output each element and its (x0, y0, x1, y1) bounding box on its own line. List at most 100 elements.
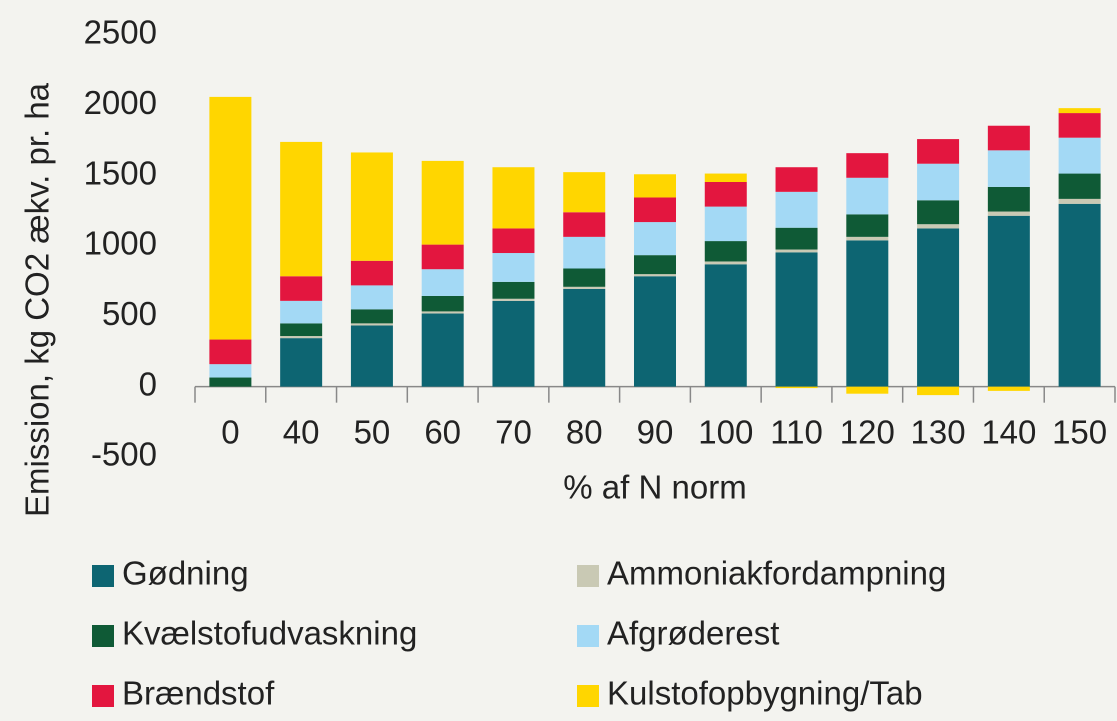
bar-segment (492, 253, 535, 282)
bar-segment (492, 228, 535, 254)
y-tick-label: 1000 (84, 225, 157, 262)
bar-segment (563, 212, 606, 237)
legend-swatch (577, 685, 599, 707)
bar-segment (987, 150, 1030, 187)
x-tick-label: 80 (566, 414, 603, 451)
bar-segment (350, 323, 393, 326)
bar-segment (846, 236, 889, 241)
y-tick-label: 0 (139, 365, 157, 402)
y-tick-label: -500 (91, 436, 157, 473)
bar-segment (1058, 198, 1101, 204)
legend-swatch (577, 565, 599, 587)
bar-segment (350, 285, 393, 310)
bar-segment (634, 255, 676, 275)
x-tick-label: 40 (283, 414, 320, 451)
bar-segment (987, 125, 1030, 151)
bar-segment (917, 228, 960, 387)
legend-label: Brændstof (122, 675, 275, 712)
bar-segment (350, 309, 393, 324)
bar-segment (421, 269, 464, 296)
bar-segment (775, 167, 818, 192)
y-tick-label: 2000 (84, 84, 157, 121)
bar-segment (987, 186, 1030, 212)
bar-segment (987, 211, 1030, 216)
bar-segment (280, 141, 323, 277)
x-tick-label: 130 (911, 414, 966, 451)
x-tick-label: 0 (221, 414, 239, 451)
bar-segment (209, 377, 252, 387)
legend-label: Gødning (122, 555, 249, 592)
x-tick-label: 150 (1052, 414, 1107, 451)
bar-segment (421, 244, 464, 270)
bar-segment (775, 249, 818, 253)
legend-label: Ammoniakfordampning (607, 555, 946, 592)
bar-segment (563, 236, 606, 269)
bar-segment (350, 152, 393, 261)
bar-segment (1058, 113, 1101, 138)
bar-segment (846, 177, 889, 215)
bar-segment (987, 386, 1030, 391)
y-tick-label: 500 (102, 295, 157, 332)
bar-segment (987, 215, 1030, 387)
bar-segment (280, 338, 323, 387)
bar-segment (563, 268, 606, 287)
bar-segment (492, 167, 535, 229)
bar-segment (492, 300, 535, 387)
bar-segment (1058, 108, 1101, 114)
bar-segment (704, 173, 747, 182)
legend-swatch (92, 565, 114, 587)
bar-segment (917, 224, 960, 229)
bar-segment (846, 153, 889, 178)
x-tick-label: 120 (840, 414, 895, 451)
bar-segment (421, 313, 464, 387)
bar-segment (704, 181, 747, 207)
legend-swatch (577, 625, 599, 647)
bar-segment (704, 241, 747, 262)
bar-segment (704, 261, 747, 265)
x-tick-label: 140 (981, 414, 1036, 451)
bar-segment (209, 364, 252, 378)
x-tick-label: 100 (698, 414, 753, 451)
bar-segment (775, 386, 818, 389)
bar-segment (775, 252, 818, 387)
bar-segment (1058, 137, 1101, 174)
bar-segment (846, 386, 889, 394)
bar-segment (775, 191, 818, 228)
legend-label: Kulstofopbygning/Tab (607, 675, 923, 712)
bar-segment (1058, 203, 1101, 387)
bar-segment (846, 214, 889, 237)
bar-segment (846, 240, 889, 387)
bar-segment (563, 288, 606, 387)
bar-segment (775, 227, 818, 250)
bar-segment (917, 139, 960, 164)
x-axis-label: % af N norm (563, 469, 746, 506)
x-tick-label: 60 (424, 414, 461, 451)
bar-segment (563, 286, 606, 289)
bar-segment (917, 163, 960, 201)
bar-segment (209, 96, 252, 340)
bar-segment (421, 160, 464, 245)
bar-segment (704, 264, 747, 387)
bar-segment (209, 339, 252, 365)
bar-segment (492, 281, 535, 299)
bar-segment (704, 206, 747, 242)
y-tick-label: 2500 (84, 14, 157, 51)
bar-segment (917, 386, 960, 396)
bar-segment (634, 197, 676, 223)
y-axis-label: Emission, kg CO2 ækv. pr. ha (19, 82, 56, 517)
x-tick-label: 90 (637, 414, 674, 451)
bar-segment (280, 323, 323, 337)
legend-swatch (92, 625, 114, 647)
x-tick-label: 50 (354, 414, 391, 451)
bar-segment (280, 276, 323, 301)
legend-label: Kvælstofudvaskning (122, 615, 417, 652)
x-tick-label: 110 (770, 414, 823, 451)
bar-segment (634, 222, 676, 256)
bar-segment (917, 200, 960, 225)
bar-segment (421, 311, 464, 314)
legend-label: Afgrøderest (607, 615, 779, 652)
y-tick-label: 1500 (84, 154, 157, 191)
bar-segment (280, 336, 323, 339)
bar-segment (421, 295, 464, 312)
